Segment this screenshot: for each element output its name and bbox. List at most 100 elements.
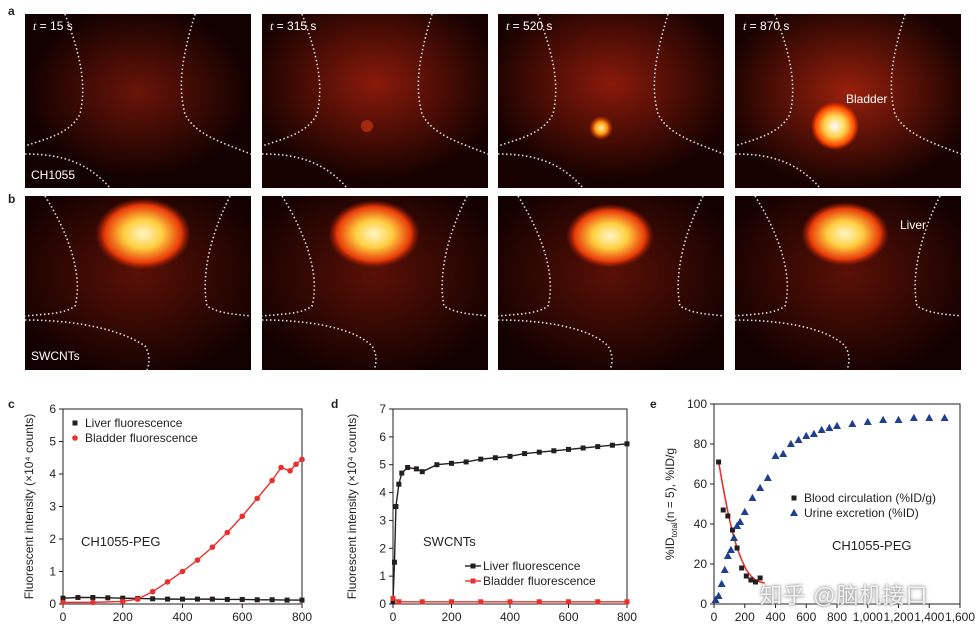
x-tick-label: 800 (827, 610, 847, 624)
y-tick-label: 4 (49, 467, 56, 481)
y-axis-label: %IDtotal(n = 5), %ID/g (663, 448, 679, 560)
legend-marker (791, 495, 797, 501)
y-tick-label: 100 (687, 397, 707, 411)
data-point (390, 595, 396, 601)
y-tick-label: 3 (379, 513, 386, 527)
x-tick-label: 400 (765, 610, 785, 624)
data-point (771, 451, 780, 459)
chart-annotation: CH1055-PEG (81, 534, 160, 549)
data-point (164, 579, 171, 585)
x-tick-label: 0 (60, 610, 67, 624)
data-point (269, 477, 275, 484)
time-label: t = 870 s (743, 19, 790, 33)
data-point (595, 599, 601, 605)
x-tick-label: 600 (558, 610, 578, 624)
data-point (413, 466, 419, 472)
panel-letter-d: d (331, 397, 338, 411)
data-point (733, 521, 742, 529)
data-point (90, 599, 96, 606)
data-point (224, 529, 231, 536)
data-point (239, 596, 245, 602)
legend-label: Bladder fluorescence (85, 431, 198, 445)
data-point (119, 598, 126, 605)
x-tick-label: 600 (232, 610, 252, 624)
x-tick-label: 1,200 (883, 610, 913, 624)
plot-frame (713, 403, 961, 605)
data-point (609, 442, 615, 448)
bladder-label: Bladder (846, 92, 888, 106)
data-point (492, 455, 498, 461)
chart-annotation: SWCNTs (423, 534, 476, 549)
image-frame-b3 (498, 196, 724, 370)
data-point (580, 445, 586, 451)
data-point (209, 544, 216, 550)
series-0 (390, 441, 630, 604)
liver-label: Liver (900, 218, 927, 232)
plot-frame (392, 408, 628, 605)
data-point (60, 599, 66, 606)
chart-d: d 0 200 400 600 800 0 1 2 3 4 5 6 7 Fluorescent intens… (331, 397, 637, 624)
y-axis-label: Fluorescent intensity (×10⁴ counts) (345, 414, 359, 600)
data-point (711, 595, 720, 603)
data-point (894, 415, 903, 423)
data-point (729, 533, 738, 541)
data-point (624, 441, 630, 447)
series-1 (390, 595, 630, 605)
x-tick-label: 200 (113, 610, 133, 624)
x-tick-label: 200 (735, 610, 755, 624)
data-point (90, 595, 96, 600)
x-tick-label: 1,400 (914, 610, 944, 624)
data-point (940, 413, 949, 421)
data-point (134, 596, 141, 602)
data-point (149, 588, 156, 595)
data-point (419, 469, 425, 475)
data-point (726, 545, 735, 553)
y-tick-label: 5 (49, 435, 56, 449)
data-point (740, 507, 749, 515)
data-point (720, 565, 729, 573)
data-point (478, 456, 484, 462)
data-point (393, 504, 399, 509)
data-point (779, 449, 788, 457)
data-point (863, 417, 872, 425)
time-label: t = 15 s (33, 19, 73, 33)
data-point (739, 565, 745, 571)
data-point (165, 596, 171, 602)
legend-label: Bladder fluorescence (483, 574, 596, 588)
x-tick-label: 600 (796, 610, 816, 624)
x-tick-label: 800 (292, 610, 312, 624)
data-point (753, 579, 759, 585)
chart-annotation: CH1055-PEG (832, 538, 911, 553)
data-point (396, 481, 402, 487)
image-frame-a3: t = 520 s (498, 14, 724, 188)
x-tick-label: 200 (441, 610, 461, 624)
image-frame-a1: t = 15 s CH1055 (25, 14, 251, 188)
data-point (478, 599, 484, 605)
time-label: t = 315 s (270, 19, 317, 33)
data-point (390, 598, 396, 604)
data-point (405, 465, 411, 470)
image-frame-a4: t = 870 s Bladder (735, 14, 961, 188)
data-point (736, 517, 745, 525)
y-tick-label: 0 (700, 597, 707, 611)
data-point (825, 423, 834, 431)
data-point (135, 595, 141, 601)
x-tick-label: 400 (500, 610, 520, 624)
data-point (714, 591, 723, 599)
panel-letter-e: e (650, 397, 657, 411)
frame-label-swcnts: SWCNTs (31, 349, 80, 363)
image-frame-b4: Liver (735, 196, 961, 370)
data-point (209, 596, 215, 602)
legend-marker (72, 420, 78, 426)
y-tick-label: 0 (49, 597, 56, 611)
data-point (284, 597, 290, 603)
panel-b-letter: b (8, 192, 16, 206)
chart-c: c 0 200 400 600 800 0 1 2 3 4 5 6 Fluorescent intensi… (8, 397, 312, 624)
y-tick-label: 6 (379, 430, 386, 444)
data-point (120, 595, 126, 601)
data-point (763, 473, 772, 481)
data-point (536, 599, 542, 605)
y-tick-label: 6 (49, 402, 56, 416)
data-point (399, 470, 405, 476)
data-point (254, 597, 260, 603)
